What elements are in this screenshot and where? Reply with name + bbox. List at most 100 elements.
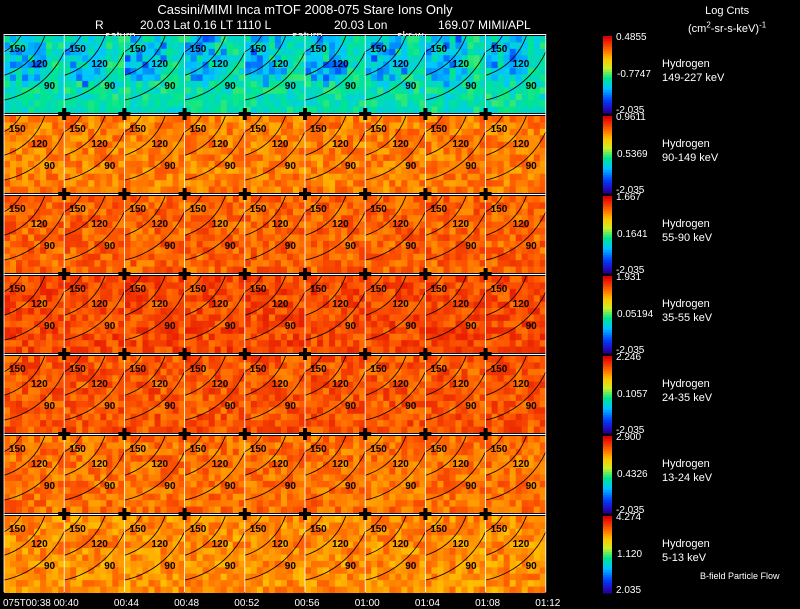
heatmap-pixel (533, 228, 541, 235)
heatmap-pixel (106, 381, 113, 389)
heatmap-pixel (178, 202, 185, 210)
heatmap-pixel (34, 394, 41, 402)
heatmap-pixel (539, 234, 546, 242)
heatmap-pixel (292, 276, 300, 283)
heatmap-pixel (437, 106, 444, 113)
heatmap-pixel (118, 260, 125, 267)
heatmap-pixel (268, 100, 276, 107)
heatmap-pixel (10, 48, 17, 56)
heatmap-pixel (413, 208, 420, 216)
heatmap-pixel (130, 346, 137, 353)
heatmap-pixel (268, 154, 276, 162)
heatmap-pixel (317, 116, 324, 123)
heatmap-pixel (94, 215, 101, 223)
heatmap-pixel (521, 333, 529, 341)
heatmap-pixel (407, 116, 414, 123)
heatmap-pixel (130, 100, 137, 107)
heatmap-pixel (298, 36, 306, 43)
heatmap-pixel (268, 202, 276, 210)
heatmap-pixel (148, 247, 155, 255)
heatmap-pixel (130, 221, 137, 229)
heatmap-pixel (190, 234, 198, 242)
heatmap-pixel (425, 314, 432, 322)
heatmap-pixel (64, 400, 71, 408)
heatmap-pixel (365, 93, 372, 101)
heatmap-pixel (16, 87, 23, 95)
heatmap-pixel (130, 160, 137, 168)
heatmap-pixel (250, 128, 258, 136)
heatmap-pixel (401, 215, 408, 223)
heatmap-pixel (335, 106, 342, 113)
heatmap-pixel (317, 80, 324, 88)
heatmap-pixel (136, 100, 143, 107)
heatmap-pixel (509, 148, 517, 155)
heatmap-pixel (124, 228, 131, 235)
heatmap-pixel (401, 260, 408, 267)
heatmap-pixel (341, 106, 348, 113)
heatmap-pixel (196, 128, 204, 136)
heatmap-pixel (286, 61, 294, 69)
heatmap-pixel (515, 260, 523, 267)
heatmap-pixel (154, 208, 161, 216)
heatmap-pixel (527, 167, 535, 175)
heatmap-pixel (88, 202, 95, 210)
heatmap-pixel (118, 55, 125, 63)
colorbar-segment (603, 311, 612, 315)
heatmap-pixel (389, 333, 396, 341)
heatmap-pixel (455, 160, 462, 168)
heatmap-pixel (178, 266, 185, 273)
heatmap-pixel (232, 48, 240, 56)
heatmap-pixel (220, 180, 228, 187)
heatmap-pixel (76, 42, 83, 50)
heatmap-pixel (365, 122, 372, 130)
heatmap-pixel (46, 327, 53, 335)
heatmap-pixel (202, 288, 210, 296)
heatmap-pixel (208, 87, 216, 95)
heatmap-pixel (154, 333, 161, 341)
heatmap-pixel (485, 173, 493, 181)
heatmap-pixel (28, 266, 35, 273)
heatmap-pixel (130, 116, 137, 123)
heatmap-pixel (106, 388, 113, 395)
heatmap-pixel (166, 240, 173, 248)
heatmap-pixel (82, 388, 89, 395)
heatmap-pixel (461, 314, 468, 322)
heatmap-pixel (34, 420, 41, 427)
colorbar-segment (603, 203, 612, 207)
heatmap-pixel (154, 173, 161, 181)
heatmap-pixel (341, 141, 348, 149)
heatmap-pixel (256, 48, 264, 56)
heatmap-pixel (268, 228, 276, 235)
heatmap-pixel (112, 116, 119, 123)
heatmap-pixel (335, 282, 342, 290)
heatmap-pixel (395, 135, 402, 143)
heatmap-pixel (341, 186, 348, 193)
heatmap-pixel (485, 314, 493, 322)
heatmap-pixel (202, 247, 210, 255)
heatmap-pixel (286, 160, 294, 168)
heatmap-pixel (106, 308, 113, 315)
heatmap-pixel (305, 346, 312, 353)
heatmap-pixel (461, 320, 468, 328)
heatmap-pixel (256, 320, 264, 328)
heatmap-pixel (112, 368, 119, 376)
heatmap-pixel (262, 234, 270, 242)
heatmap-pixel (100, 327, 107, 335)
heatmap-pixel (431, 55, 438, 63)
heatmap-pixel (76, 266, 83, 273)
heatmap-pixel (515, 173, 523, 181)
heatmap-pixel (190, 61, 198, 69)
heatmap-pixel (172, 221, 179, 229)
heatmap-pixel (509, 128, 517, 136)
heatmap-pixel (347, 253, 354, 261)
contour-line (244, 116, 262, 133)
heatmap-pixel (455, 180, 462, 187)
heatmap-pixel (142, 202, 149, 210)
heatmap-pixel (274, 215, 282, 223)
contour-label: 150 (190, 44, 207, 55)
heatmap-pixel (443, 288, 450, 296)
heatmap-pixel (286, 68, 294, 75)
heatmap-pixel (220, 288, 228, 296)
heatmap-pixel (220, 346, 228, 353)
